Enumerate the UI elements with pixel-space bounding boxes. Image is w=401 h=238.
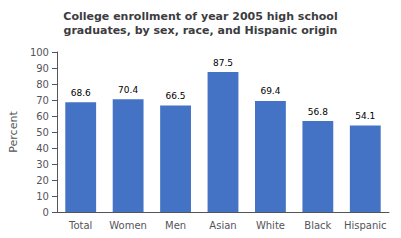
svg-text:Black: Black [304,220,331,231]
svg-text:20: 20 [36,175,49,186]
svg-text:Asian: Asian [209,220,236,231]
svg-text:College enrollment of year 200: College enrollment of year 2005 high sch… [63,10,337,23]
svg-text:Total: Total [68,220,92,231]
svg-text:90: 90 [36,63,49,74]
svg-text:70: 70 [36,95,49,106]
svg-text:Hispanic: Hispanic [344,220,387,231]
svg-text:100: 100 [30,47,49,58]
svg-text:0: 0 [43,207,49,218]
svg-text:54.1: 54.1 [355,111,375,121]
svg-text:30: 30 [36,159,49,170]
svg-text:87.5: 87.5 [213,58,233,68]
svg-text:40: 40 [36,143,49,154]
svg-text:Percent: Percent [7,111,20,153]
svg-text:68.6: 68.6 [71,88,91,98]
svg-text:50: 50 [36,127,49,138]
svg-text:80: 80 [36,79,49,90]
svg-text:60: 60 [36,111,49,122]
svg-text:56.8: 56.8 [308,107,328,117]
svg-text:Men: Men [165,220,186,231]
svg-text:66.5: 66.5 [166,91,186,101]
svg-text:Women: Women [109,220,147,231]
svg-text:70.4: 70.4 [118,85,138,95]
svg-text:10: 10 [36,191,49,202]
svg-text:69.4: 69.4 [260,86,280,96]
svg-text:graduates, by sex, race, and H: graduates, by sex, race, and Hispanic or… [64,24,338,37]
svg-text:White: White [256,220,285,231]
